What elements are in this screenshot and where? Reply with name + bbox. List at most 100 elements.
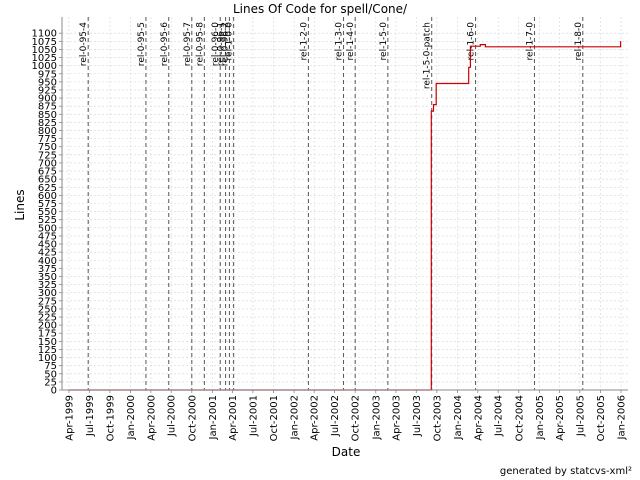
- x-tick-label: Jul-2000: [167, 395, 178, 437]
- y-tick-label: 600: [38, 191, 57, 202]
- release-marker-label: rel-0-95-4: [79, 22, 89, 66]
- series-layer: [68, 41, 622, 391]
- release-marker-label: rel-1-3-0: [335, 22, 345, 61]
- y-tick-label: 250: [38, 304, 57, 315]
- x-tick-label: Jul-2004: [494, 395, 505, 437]
- x-tick-label: Jan-2004: [453, 395, 464, 440]
- y-tick-label: 625: [38, 183, 57, 194]
- x-tick-label: Oct-2002: [351, 395, 362, 441]
- x-tick-label: Jul-2005: [575, 395, 586, 437]
- y-tick-label: 900: [38, 94, 57, 105]
- x-tick-label: Apr-2000: [146, 395, 157, 441]
- y-tick-label: 650: [38, 175, 57, 186]
- release-marker-label: rel-1-8-0: [574, 22, 584, 61]
- axes: [59, 17, 628, 393]
- y-tick-label: 200: [38, 321, 57, 332]
- y-tick-label: 50: [44, 369, 57, 380]
- y-tick-label: 125: [38, 345, 57, 356]
- release-marker-label: rel-0-96-1: [217, 22, 227, 66]
- y-tick-label: 1050: [32, 45, 57, 56]
- x-tick-label: Apr-2003: [391, 395, 402, 441]
- y-tick-label: 25: [44, 377, 57, 388]
- y-tick-label: 825: [38, 118, 57, 129]
- chart-title: Lines Of Code for spell/Cone/: [233, 2, 408, 16]
- y-tick-label: 175: [38, 329, 57, 340]
- x-tick-label: Jan-2006: [617, 395, 628, 440]
- y-tick-label: 750: [38, 142, 57, 153]
- x-tick-label: Jan-2000: [126, 395, 137, 440]
- x-tick-label: Apr-2004: [473, 395, 484, 441]
- y-tick-label: 100: [38, 353, 57, 364]
- y-tick-label: 1100: [32, 29, 57, 40]
- y-tick-label: 725: [38, 150, 57, 161]
- y-tick-label: 400: [38, 256, 57, 267]
- release-marker-label: rel-0-95-5: [137, 22, 147, 66]
- y-tick-label: 525: [38, 215, 57, 226]
- y-tick-label: 275: [38, 296, 57, 307]
- grid: [62, 17, 628, 391]
- y-tick-label: 0: [51, 386, 57, 397]
- y-tick-label: 775: [38, 134, 57, 145]
- release-markers: rel-0-95-4 rel-0-95-5 rel-0-95-6 rel-0-95-7…: [79, 17, 584, 390]
- y-tick-label: 225: [38, 313, 57, 324]
- x-tick-label: Apr-2001: [228, 395, 239, 441]
- release-marker-label: rel-1-5-0: [379, 22, 389, 61]
- y-tick-label: 300: [38, 288, 57, 299]
- y-tick-label: 150: [38, 337, 57, 348]
- loc-series-line: [68, 41, 622, 391]
- x-tick-labels: Apr-1999 Jul-1999 Oct-1999 Jan-2000 Apr-2000…: [64, 395, 627, 441]
- x-axis-label: Date: [332, 445, 361, 459]
- y-tick-label: 75: [44, 361, 57, 372]
- release-marker-label: rel-0-95-8: [195, 22, 205, 66]
- y-tick-label: 450: [38, 240, 57, 251]
- x-tick-label: Oct-2003: [432, 395, 443, 441]
- x-tick-label: Jul-1999: [85, 395, 96, 437]
- y-tick-label: 1075: [32, 37, 57, 48]
- y-tick-label: 950: [38, 77, 57, 88]
- release-marker-label: rel-0-95-7: [183, 22, 193, 66]
- y-tick-label: 800: [38, 126, 57, 137]
- y-tick-label: 350: [38, 272, 57, 283]
- x-tick-label: Jan-2003: [371, 395, 382, 440]
- release-marker-label: rel-1-2-0: [299, 22, 309, 61]
- release-marker-label: rel-0-96-0: [211, 22, 221, 66]
- release-marker-label: rel-1-0-0: [225, 22, 235, 61]
- release-marker-label: rel-1-5-0-patch: [423, 22, 433, 89]
- y-tick-label: 425: [38, 248, 57, 259]
- release-marker-label: rel-0-95-6: [160, 22, 170, 66]
- y-tick-label: 1000: [32, 61, 57, 72]
- plot-area: [62, 17, 628, 390]
- release-marker-label: rel-0-96-2: [220, 22, 230, 66]
- y-tick-label: 375: [38, 264, 57, 275]
- x-tick-label: Apr-1999: [64, 395, 75, 441]
- y-axis-label: Lines: [13, 189, 27, 220]
- y-tick-label: 550: [38, 207, 57, 218]
- y-tick-label: 1025: [32, 53, 57, 64]
- x-tick-label: Jul-2003: [412, 395, 423, 437]
- x-tick-label: Jan-2002: [290, 395, 301, 440]
- y-tick-label: 850: [38, 110, 57, 121]
- x-tick-label: Jul-2002: [330, 395, 341, 437]
- y-tick-label: 925: [38, 85, 57, 96]
- y-tick-label: 475: [38, 231, 57, 242]
- x-tick-label: Jul-2001: [248, 395, 259, 437]
- y-tick-labels: 0255075100125150175200225250275300325350…: [32, 29, 57, 397]
- y-tick-label: 975: [38, 69, 57, 80]
- x-tick-label: Oct-1999: [105, 395, 116, 441]
- x-tick-label: Jan-2005: [535, 395, 546, 440]
- x-tick-label: Oct-2004: [514, 395, 525, 441]
- y-tick-label: 675: [38, 167, 57, 178]
- x-tick-label: Oct-2001: [269, 395, 280, 441]
- x-tick-label: Apr-2005: [555, 395, 566, 441]
- x-tick-label: Jan-2001: [208, 395, 219, 440]
- y-tick-label: 575: [38, 199, 57, 210]
- release-marker-label: rel-1-7-0: [525, 22, 535, 61]
- footer-credit: generated by statcvs-xml²: [500, 466, 632, 477]
- y-tick-label: 325: [38, 280, 57, 291]
- x-tick-label: Apr-2002: [310, 395, 321, 441]
- x-tick-label: Oct-2000: [187, 395, 198, 441]
- y-tick-label: 875: [38, 102, 57, 113]
- y-tick-label: 500: [38, 223, 57, 234]
- release-marker-label: rel-1-4-0: [346, 22, 356, 61]
